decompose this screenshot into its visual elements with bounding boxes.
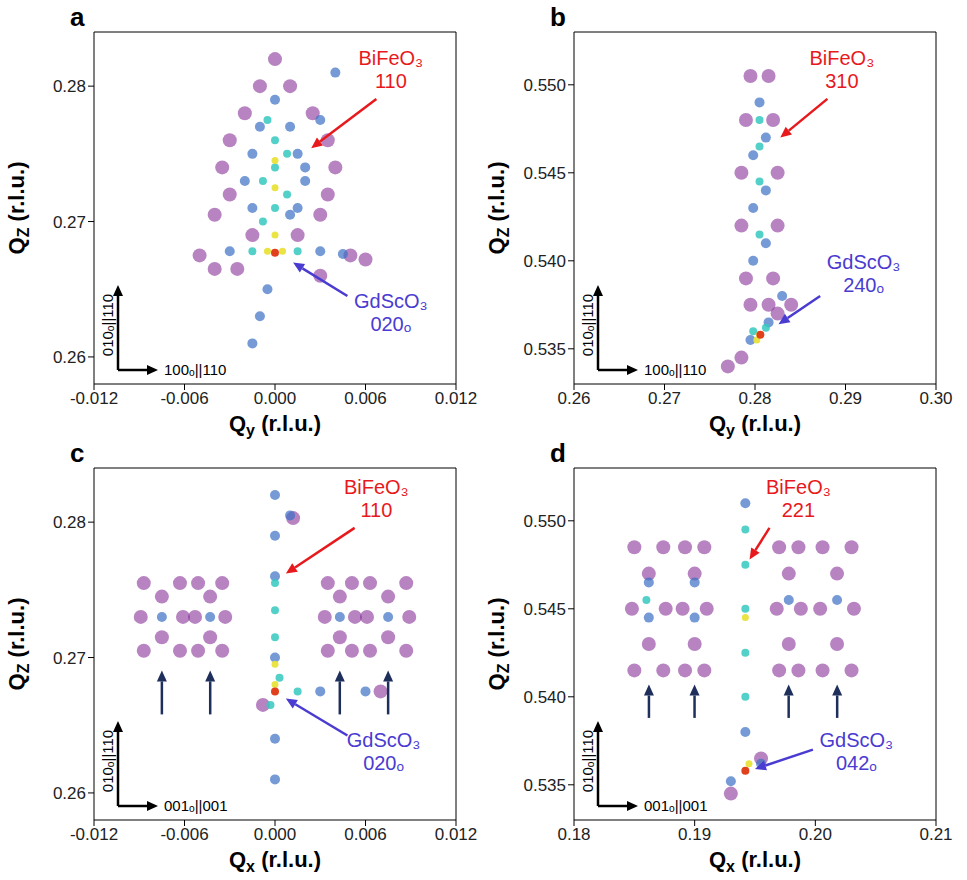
svg-text:0.000: 0.000 <box>254 825 297 844</box>
svg-text:a: a <box>70 2 85 32</box>
svg-text:0.26: 0.26 <box>53 348 86 367</box>
svg-text:110: 110 <box>375 70 407 92</box>
svg-text:0.26: 0.26 <box>53 784 86 803</box>
svg-text:0.27: 0.27 <box>53 213 86 232</box>
svg-text:0.20: 0.20 <box>799 825 832 844</box>
svg-text:BiFeO₃: BiFeO₃ <box>766 476 831 498</box>
svg-text:0.28: 0.28 <box>53 77 86 96</box>
svg-text:0.26: 0.26 <box>557 389 590 408</box>
svg-text:0.27: 0.27 <box>53 649 86 668</box>
svg-text:BiFeO₃: BiFeO₃ <box>358 47 423 69</box>
svg-text:0.28: 0.28 <box>738 389 771 408</box>
svg-text:d: d <box>550 438 566 468</box>
svg-text:0.29: 0.29 <box>829 389 862 408</box>
svg-text:0.545: 0.545 <box>523 164 566 183</box>
svg-text:100ₒ||110: 100ₒ||110 <box>644 361 706 378</box>
svg-text:Qy (r.l.u.): Qy (r.l.u.) <box>229 411 321 439</box>
svg-text:0.540: 0.540 <box>523 688 566 707</box>
svg-text:0.545: 0.545 <box>523 600 566 619</box>
svg-text:0.000: 0.000 <box>254 389 297 408</box>
svg-text:b: b <box>550 2 566 32</box>
svg-text:0.19: 0.19 <box>678 825 711 844</box>
svg-text:0.550: 0.550 <box>523 76 566 95</box>
svg-text:221: 221 <box>782 499 815 521</box>
svg-text:0.012: 0.012 <box>435 825 478 844</box>
svg-text:010ₒ||110: 010ₒ||110 <box>99 294 116 356</box>
svg-text:100ₒ||110: 100ₒ||110 <box>164 361 226 378</box>
svg-text:-0.012: -0.012 <box>70 825 118 844</box>
svg-text:Qy (r.l.u.): Qy (r.l.u.) <box>709 411 801 439</box>
svg-text:-0.006: -0.006 <box>160 825 208 844</box>
svg-text:QZ (r.l.u.): QZ (r.l.u.) <box>4 598 32 691</box>
svg-text:QZ (r.l.u.): QZ (r.l.u.) <box>484 162 512 255</box>
svg-text:c: c <box>70 438 84 468</box>
svg-text:0.540: 0.540 <box>523 252 566 271</box>
svg-text:-0.006: -0.006 <box>160 389 208 408</box>
svg-text:GdScO₃: GdScO₃ <box>819 729 893 751</box>
svg-text:0.006: 0.006 <box>344 389 387 408</box>
svg-text:0.012: 0.012 <box>435 389 478 408</box>
svg-text:240ₒ: 240ₒ <box>843 274 884 296</box>
svg-text:0.006: 0.006 <box>344 825 387 844</box>
svg-text:010ₒ||110: 010ₒ||110 <box>99 730 116 792</box>
svg-text:110: 110 <box>360 499 392 521</box>
svg-text:-0.012: -0.012 <box>70 389 118 408</box>
svg-text:BiFeO₃: BiFeO₃ <box>344 476 409 498</box>
svg-text:020ₒ: 020ₒ <box>363 752 404 774</box>
svg-text:0.535: 0.535 <box>523 340 566 359</box>
svg-text:042ₒ: 042ₒ <box>836 752 877 774</box>
svg-text:0.18: 0.18 <box>557 825 590 844</box>
svg-text:0.27: 0.27 <box>648 389 681 408</box>
svg-text:0.550: 0.550 <box>523 512 566 531</box>
svg-text:001ₒ||001: 001ₒ||001 <box>644 797 708 814</box>
svg-text:0.28: 0.28 <box>53 513 86 532</box>
svg-text:010ₒ||110: 010ₒ||110 <box>579 730 596 792</box>
svg-text:0.535: 0.535 <box>523 776 566 795</box>
svg-text:001ₒ||001: 001ₒ||001 <box>164 797 228 814</box>
svg-text:0.21: 0.21 <box>919 825 952 844</box>
svg-text:Qx (r.l.u.): Qx (r.l.u.) <box>709 847 801 875</box>
svg-text:QZ (r.l.u.): QZ (r.l.u.) <box>484 598 512 691</box>
svg-text:BiFeO₃: BiFeO₃ <box>809 47 874 69</box>
svg-text:GdScO₃: GdScO₃ <box>354 290 428 312</box>
svg-text:Qx (r.l.u.): Qx (r.l.u.) <box>229 847 321 875</box>
svg-text:020ₒ: 020ₒ <box>370 313 411 335</box>
svg-text:010ₒ||110: 010ₒ||110 <box>579 294 596 356</box>
svg-text:310: 310 <box>825 70 858 92</box>
svg-text:0.30: 0.30 <box>919 389 952 408</box>
svg-text:GdScO₃: GdScO₃ <box>827 251 901 273</box>
svg-text:GdScO₃: GdScO₃ <box>347 729 421 751</box>
svg-text:QZ (r.l.u.): QZ (r.l.u.) <box>4 162 32 255</box>
